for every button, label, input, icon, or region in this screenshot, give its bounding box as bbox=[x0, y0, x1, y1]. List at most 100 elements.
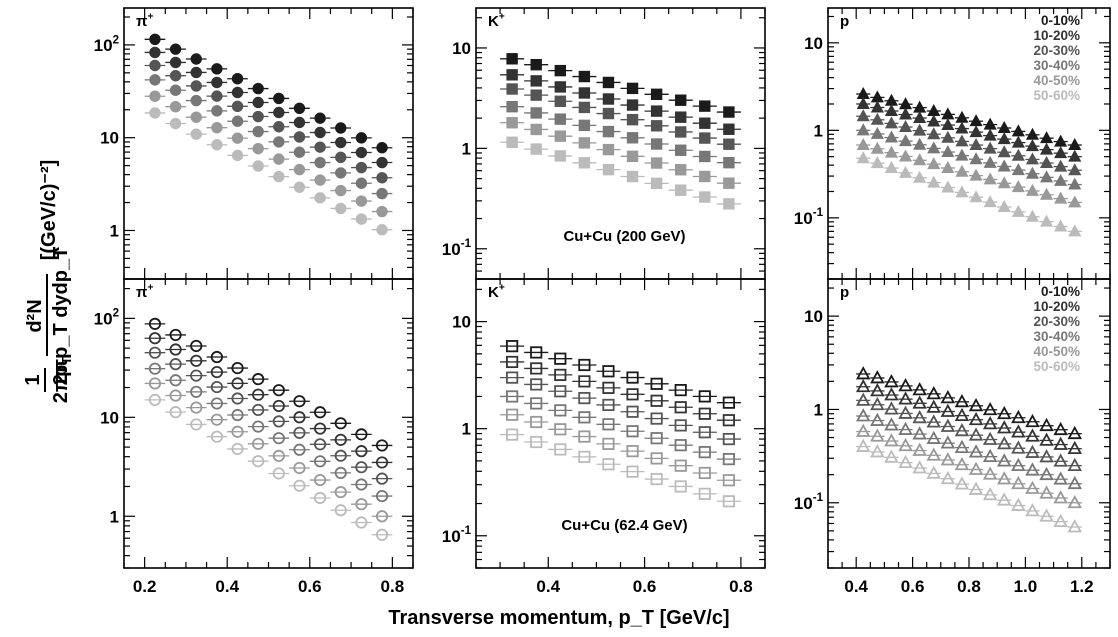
data-point bbox=[1039, 417, 1054, 432]
data-series bbox=[500, 53, 741, 118]
data-point bbox=[870, 100, 884, 113]
data-point bbox=[650, 157, 663, 169]
data-point bbox=[1025, 209, 1040, 222]
data-point bbox=[272, 384, 285, 397]
data-point bbox=[884, 130, 899, 143]
data-series bbox=[500, 428, 741, 508]
data-point bbox=[927, 175, 941, 188]
data-point bbox=[602, 125, 615, 138]
data-series bbox=[856, 438, 1082, 533]
data-point bbox=[870, 126, 884, 139]
y-tick-label: 10 bbox=[804, 34, 823, 53]
x-axis-title: Transverse momentum, p_T [GeV/c] bbox=[388, 607, 729, 629]
data-point bbox=[273, 106, 285, 119]
data-point bbox=[272, 399, 285, 413]
data-point bbox=[376, 142, 388, 154]
data-point bbox=[626, 82, 639, 95]
data-point bbox=[982, 416, 998, 430]
particle-label: p bbox=[840, 284, 849, 301]
data-point bbox=[699, 100, 711, 112]
data-point bbox=[602, 163, 615, 176]
data-point bbox=[190, 111, 202, 123]
data-point bbox=[898, 134, 913, 147]
legend-entry: 30-40% bbox=[1033, 58, 1080, 73]
legend-entry: 20-30% bbox=[1033, 314, 1080, 329]
data-point bbox=[252, 373, 265, 386]
data-point bbox=[1068, 195, 1082, 208]
data-point bbox=[602, 143, 615, 156]
data-point bbox=[530, 107, 542, 119]
data-point bbox=[913, 170, 927, 183]
data-point bbox=[650, 88, 663, 100]
panel-frame bbox=[123, 278, 414, 569]
data-point bbox=[1067, 425, 1082, 440]
y-axis-prefix: 1 bbox=[22, 374, 44, 385]
data-point bbox=[675, 184, 687, 196]
data-point bbox=[252, 437, 265, 450]
data-point bbox=[723, 156, 735, 169]
data-point bbox=[506, 371, 519, 384]
data-point bbox=[355, 498, 368, 511]
data-point bbox=[927, 141, 941, 154]
data-series bbox=[856, 366, 1082, 440]
data-point bbox=[969, 168, 983, 181]
panel-top-2: 10-1 1 10 p 0-10%10-20%20-30%30-40%40-50%50-… bbox=[794, 7, 1111, 280]
data-point bbox=[699, 150, 711, 163]
data-point bbox=[698, 487, 711, 500]
data-point bbox=[926, 447, 941, 461]
x-tick-label: 0.6 bbox=[901, 577, 925, 596]
panel-bottom-0: 1 10 102 0.2 0.4 0.6 0.8 π+ bbox=[94, 278, 414, 596]
data-point bbox=[927, 114, 941, 127]
data-series bbox=[144, 317, 393, 452]
data-series bbox=[144, 90, 393, 218]
data-point bbox=[884, 374, 899, 388]
data-point bbox=[1039, 187, 1054, 200]
data-point bbox=[252, 403, 265, 417]
data-point bbox=[1068, 149, 1082, 162]
data-point bbox=[273, 170, 285, 183]
data-point bbox=[969, 152, 983, 165]
data-point bbox=[314, 141, 326, 153]
data-point bbox=[554, 404, 567, 417]
data-point bbox=[148, 317, 162, 330]
data-point bbox=[650, 432, 663, 445]
y-tick-label: 102 bbox=[94, 34, 119, 55]
legend-entry: 20-30% bbox=[1033, 43, 1080, 58]
data-point bbox=[968, 397, 984, 412]
data-point bbox=[983, 155, 997, 168]
data-point bbox=[983, 172, 997, 185]
data-point bbox=[969, 125, 983, 138]
data-point bbox=[211, 105, 223, 117]
y-tick-label: 102 bbox=[94, 308, 119, 329]
data-point bbox=[1011, 409, 1026, 424]
panel-bottom-2: 10-1 1 10 0.4 0.6 0.8 1.0 1.2 p 0-10%10-20%20-30%… bbox=[794, 278, 1111, 596]
data-point bbox=[626, 465, 639, 478]
data-point bbox=[955, 110, 969, 123]
x-tick-label: 0.8 bbox=[381, 577, 405, 596]
data-point bbox=[1025, 413, 1040, 428]
data-point bbox=[856, 408, 871, 422]
data-point bbox=[626, 170, 639, 183]
particle-label: K+ bbox=[488, 11, 505, 30]
data-point bbox=[626, 132, 639, 144]
data-point bbox=[940, 403, 956, 417]
data-point bbox=[1054, 173, 1068, 186]
data-point bbox=[530, 59, 542, 71]
data-point bbox=[1068, 163, 1082, 176]
data-point bbox=[252, 420, 265, 433]
data-point bbox=[884, 93, 899, 106]
data-series bbox=[144, 59, 393, 184]
data-series bbox=[144, 107, 393, 236]
data-point bbox=[578, 87, 591, 99]
data-point bbox=[252, 82, 264, 95]
data-point bbox=[674, 401, 687, 414]
data-series bbox=[144, 74, 393, 200]
data-point bbox=[856, 86, 870, 100]
data-point bbox=[314, 473, 327, 487]
data-point bbox=[231, 377, 244, 390]
data-point bbox=[578, 157, 591, 169]
data-point bbox=[554, 443, 567, 456]
data-point bbox=[650, 105, 663, 117]
data-point bbox=[314, 126, 326, 139]
data-point bbox=[578, 137, 591, 149]
